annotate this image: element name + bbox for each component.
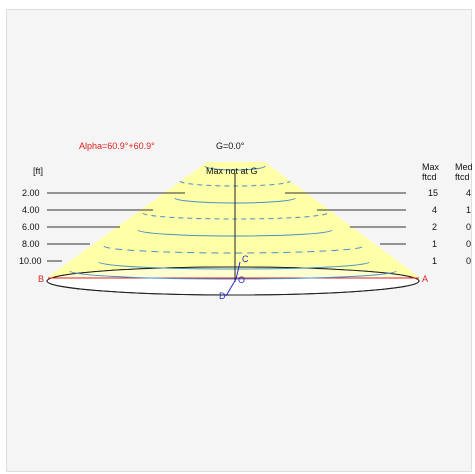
row-max: 2 [432,222,437,232]
row-med: 0 [466,239,471,249]
row-med: 1 [466,205,471,215]
row-med: 4 [466,188,471,198]
ground-ellipse-outline [46,266,420,296]
contour-8 [69,270,397,280]
max-col-header-line2: ftcd [422,172,437,182]
point-o-label: O [238,275,245,285]
ellipse-top-fill [47,267,419,281]
row-distance: 8.00 [22,239,40,249]
right-leaders [285,192,406,245]
contour-7 [98,261,370,270]
row-med: 0 [466,222,471,232]
row-distance: 6.00 [22,222,40,232]
max-note-label: Max not at G [206,166,258,176]
light-cone [48,162,419,277]
row-distance: 10.00 [19,256,42,266]
unit-label: [ft] [33,166,43,176]
alpha-label: Alpha=60.9°+60.9° [79,141,155,151]
point-a-label: A [422,274,428,284]
row-max: 1 [432,239,437,249]
row-distance: 4.00 [22,205,40,215]
contour-1 [204,165,266,171]
contour-6 [103,245,365,254]
row-max: 4 [432,205,437,215]
row-max: 1 [432,256,437,266]
max-col-header-line1: Max [422,162,440,172]
med-col-header-line1: Med [455,162,473,172]
med-col-header-line2: ftcd [455,172,470,182]
distance-rows: 2.00 4.00 6.00 8.00 10.00 15 4 2 1 1 4 1… [19,188,471,266]
point-d-label: D [219,291,226,301]
oc-line [235,261,241,280]
point-b-label: B [38,274,44,284]
row-distance: 2.00 [22,188,40,198]
row-max: 15 [428,188,438,198]
point-c-label: C [242,254,249,264]
g-angle-label: G=0.0° [216,141,245,151]
row-med: 0 [466,256,471,266]
od-line [225,278,237,297]
left-leaders [47,192,185,262]
